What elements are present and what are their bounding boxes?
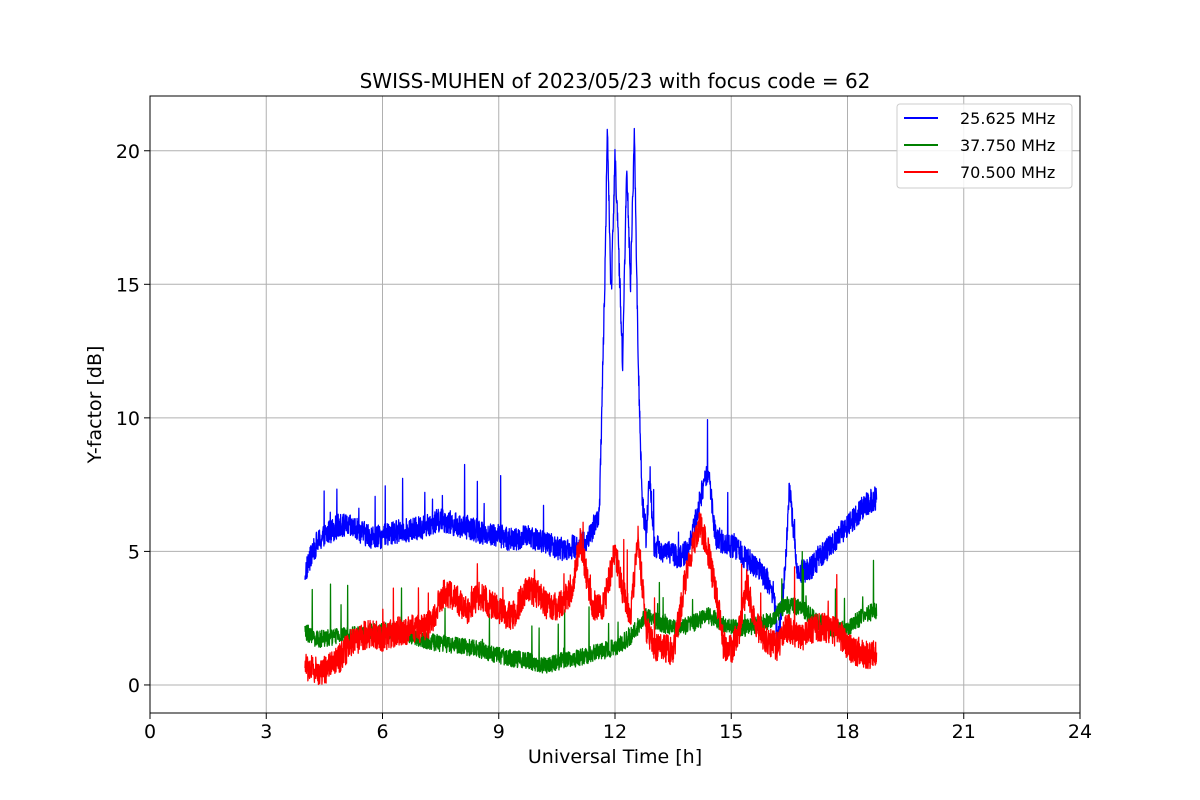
chart-title: SWISS-MUHEN of 2023/05/23 with focus cod…	[360, 69, 871, 93]
legend-label-2: 37.750 MHz	[960, 136, 1055, 155]
series-line-3	[304, 512, 878, 686]
legend-label-3: 70.500 MHz	[960, 163, 1055, 182]
legend-label-1: 25.625 MHz	[960, 109, 1055, 128]
x-tick-label: 3	[260, 721, 272, 743]
y-tick-label: 15	[116, 274, 140, 296]
series-line-1	[304, 127, 878, 647]
x-tick-label: 0	[144, 721, 156, 743]
x-tick-label: 21	[952, 721, 976, 743]
x-tick-label: 12	[603, 721, 627, 743]
x-axis-label: Universal Time [h]	[528, 746, 702, 768]
x-tick-label: 9	[493, 721, 505, 743]
y-tick-label: 20	[116, 141, 140, 163]
x-tick-label: 6	[376, 721, 388, 743]
y-tick-label: 0	[128, 675, 140, 697]
axis-ticks: 0 3 6 9 12 15 18 21 24 0 5 10 15 20	[116, 141, 1092, 743]
legend-box	[896, 103, 1073, 189]
x-tick-label: 18	[835, 721, 859, 743]
y-axis-label: Y-factor [dB]	[84, 346, 106, 465]
series-lines	[304, 127, 878, 686]
y-tick-label: 10	[116, 408, 140, 430]
y-tick-label: 5	[128, 541, 140, 563]
x-tick-label: 15	[719, 721, 743, 743]
legend: 25.625 MHz 37.750 MHz 70.500 MHz	[896, 103, 1073, 189]
x-tick-label: 24	[1068, 721, 1092, 743]
